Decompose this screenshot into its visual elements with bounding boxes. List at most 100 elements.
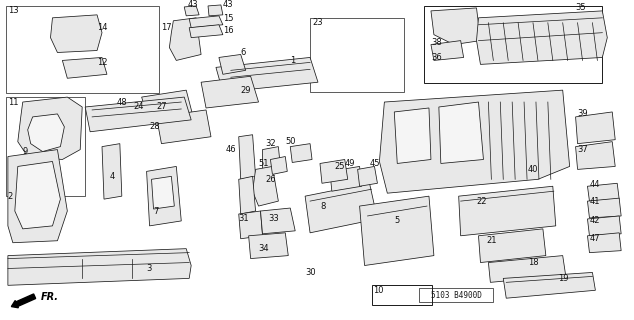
Text: 44: 44	[590, 180, 600, 189]
Text: 30: 30	[305, 268, 316, 277]
Polygon shape	[18, 97, 82, 159]
Text: 4: 4	[110, 172, 115, 181]
Polygon shape	[576, 142, 615, 169]
Text: 1: 1	[290, 56, 295, 65]
Polygon shape	[320, 159, 347, 183]
Text: 21: 21	[486, 236, 497, 245]
Text: 8: 8	[320, 202, 325, 211]
Text: 48: 48	[117, 98, 127, 107]
Polygon shape	[152, 176, 174, 209]
Polygon shape	[28, 114, 65, 152]
Text: 35: 35	[576, 4, 586, 12]
Text: 27: 27	[157, 102, 167, 111]
Text: 36: 36	[431, 53, 442, 62]
Text: 31: 31	[239, 214, 249, 223]
Text: 12: 12	[97, 58, 108, 67]
Text: 17: 17	[162, 23, 172, 32]
Polygon shape	[169, 18, 201, 60]
Polygon shape	[249, 233, 288, 259]
Bar	[373, 285, 432, 305]
Text: 43: 43	[187, 0, 198, 10]
Text: 23: 23	[312, 18, 323, 27]
Bar	[310, 18, 404, 92]
Text: 14: 14	[97, 23, 108, 32]
Text: 39: 39	[578, 109, 588, 118]
Text: 5103 B4900D: 5103 B4900D	[431, 291, 482, 300]
Polygon shape	[189, 25, 223, 38]
Bar	[424, 6, 602, 83]
Polygon shape	[216, 58, 318, 92]
Text: 47: 47	[590, 234, 600, 243]
Text: 5: 5	[394, 216, 399, 225]
Polygon shape	[141, 90, 193, 124]
Polygon shape	[479, 229, 546, 262]
Bar	[6, 97, 85, 196]
Polygon shape	[305, 183, 377, 233]
Polygon shape	[219, 54, 245, 74]
Polygon shape	[588, 233, 621, 252]
Bar	[6, 6, 160, 93]
Polygon shape	[458, 186, 556, 236]
Polygon shape	[184, 6, 199, 16]
Text: 6: 6	[241, 48, 246, 57]
Polygon shape	[576, 112, 615, 144]
Text: 19: 19	[558, 274, 568, 283]
Polygon shape	[15, 162, 60, 229]
Text: 26: 26	[266, 175, 276, 184]
Text: 9: 9	[23, 147, 28, 156]
Text: 41: 41	[590, 196, 600, 206]
Polygon shape	[239, 135, 256, 179]
Text: 16: 16	[223, 26, 233, 35]
FancyArrow shape	[11, 294, 36, 308]
Text: 15: 15	[223, 14, 233, 23]
Polygon shape	[290, 144, 312, 163]
Polygon shape	[146, 166, 181, 226]
Text: 50: 50	[285, 137, 296, 146]
Polygon shape	[85, 97, 191, 132]
Polygon shape	[189, 16, 223, 28]
Text: 13: 13	[8, 6, 18, 15]
Polygon shape	[588, 183, 619, 201]
Polygon shape	[503, 272, 595, 298]
Text: 24: 24	[134, 102, 144, 111]
Polygon shape	[431, 8, 481, 44]
Bar	[419, 288, 493, 302]
Polygon shape	[261, 208, 295, 234]
Polygon shape	[358, 166, 377, 186]
Text: 37: 37	[578, 145, 588, 154]
Text: 3: 3	[146, 264, 152, 273]
Text: 22: 22	[477, 196, 487, 206]
Text: 25: 25	[335, 162, 346, 171]
Text: 38: 38	[431, 38, 442, 47]
Text: 32: 32	[266, 139, 276, 148]
Polygon shape	[588, 216, 621, 236]
Polygon shape	[588, 198, 621, 218]
Text: 46: 46	[226, 145, 236, 154]
Text: 45: 45	[370, 159, 380, 168]
Polygon shape	[51, 15, 102, 52]
Text: 29: 29	[241, 86, 251, 95]
Polygon shape	[8, 149, 67, 243]
Text: 28: 28	[150, 122, 160, 131]
Polygon shape	[330, 166, 361, 191]
Text: 42: 42	[590, 216, 600, 225]
Text: 11: 11	[8, 98, 18, 107]
Polygon shape	[262, 147, 280, 169]
Polygon shape	[359, 196, 434, 266]
Text: 18: 18	[528, 258, 539, 267]
Polygon shape	[8, 249, 191, 285]
Text: 34: 34	[259, 244, 269, 253]
Text: 7: 7	[153, 206, 159, 215]
Polygon shape	[488, 256, 566, 282]
Text: 10: 10	[373, 286, 384, 295]
Text: FR.: FR.	[41, 292, 58, 302]
Polygon shape	[271, 156, 287, 174]
Text: 43: 43	[223, 0, 233, 10]
Polygon shape	[379, 90, 569, 193]
Text: 33: 33	[268, 214, 279, 223]
Polygon shape	[208, 5, 223, 16]
Polygon shape	[239, 176, 256, 214]
Polygon shape	[102, 144, 122, 199]
Text: 2: 2	[8, 192, 13, 201]
Text: 40: 40	[528, 165, 538, 174]
